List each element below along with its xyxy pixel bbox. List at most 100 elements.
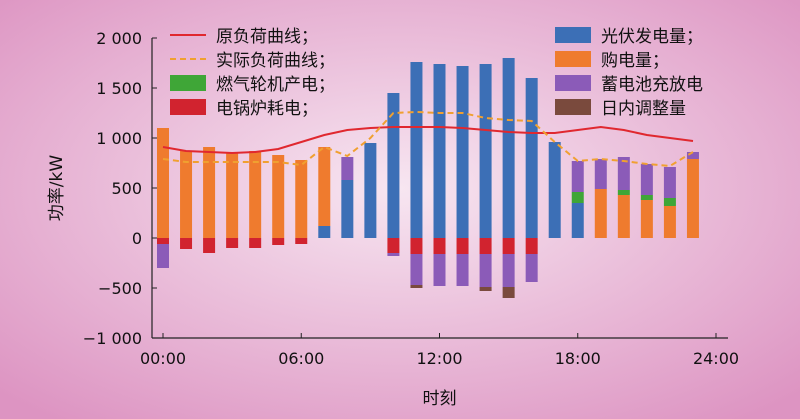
bar-pv-h16 (525, 78, 538, 238)
bar-purchase-h3 (226, 152, 239, 238)
bar-electric_boiler-h10 (387, 238, 400, 253)
bar-electric_boiler-h1 (180, 238, 193, 249)
bar-storage-h11 (410, 254, 423, 285)
bar-gas_turbine-h22 (663, 198, 676, 206)
bar-purchase-h5 (272, 155, 285, 238)
bar-storage-h23 (686, 152, 699, 159)
bar-storage-h15 (502, 254, 515, 287)
y-tick-label: 1 000 (96, 129, 142, 148)
bar-storage-h21 (640, 164, 653, 195)
y-tick-label: 2 000 (96, 29, 142, 48)
bar-electric_boiler-h15 (502, 238, 515, 254)
bar-purchase-h6 (295, 160, 308, 238)
bar-pv-h8 (341, 180, 354, 238)
legend-item: 电锅炉耗电； (170, 99, 318, 119)
bar-purchase-h23 (686, 159, 699, 238)
bar-storage-h22 (663, 167, 676, 198)
bar-purchase-h21 (640, 200, 653, 238)
bar-pv-h15 (502, 58, 515, 238)
legend-item: 光伏发电量； (555, 27, 703, 47)
x-axis-title: 时刻 (423, 389, 457, 409)
legend-label: 原负荷曲线； (216, 27, 318, 47)
bar-pv-h10 (387, 93, 400, 238)
legend-item: 实际负荷曲线； (170, 51, 335, 71)
legend-item: 蓄电池充放电 (555, 75, 703, 95)
legend-label: 蓄电池充放电 (601, 75, 703, 95)
bar-electric_boiler-h0 (157, 238, 169, 244)
bar-pv-h14 (479, 64, 492, 238)
x-tick-label: 12:00 (416, 349, 462, 368)
bar-electric_boiler-h5 (272, 238, 285, 245)
bar-storage-h14 (479, 254, 492, 287)
legend-swatch-box (555, 51, 591, 67)
bar-purchase-h20 (617, 195, 630, 238)
y-tick-label: −1 000 (83, 329, 142, 348)
legend-swatch-box (555, 75, 591, 91)
legend-label: 购电量； (601, 51, 669, 71)
bar-purchase-h4 (249, 151, 262, 238)
x-tick-label: 24:00 (693, 349, 739, 368)
bar-storage-h0 (157, 244, 169, 268)
bar-storage-h18 (571, 161, 584, 192)
bar-pv-h9 (364, 143, 377, 238)
legend-item: 燃气轮机产电； (170, 75, 335, 95)
bar-purchase-h7 (318, 147, 331, 226)
bar-electric_boiler-h14 (479, 238, 492, 254)
bar-gas_turbine-h18 (571, 192, 584, 203)
legend-item: 日内调整量 (555, 99, 686, 119)
y-tick-label: 0 (132, 229, 142, 248)
bar-gas_turbine-h20 (617, 190, 630, 195)
bar-storage-h10 (387, 253, 400, 256)
bar-purchase-h2 (203, 147, 216, 238)
legend-swatch-box (170, 99, 206, 115)
bar-storage-h13 (456, 254, 469, 286)
bar-electric_boiler-h2 (203, 238, 216, 253)
bar-purchase-h1 (180, 151, 193, 238)
bar-pv-h18 (571, 203, 584, 238)
bar-intraday-h14 (479, 287, 492, 291)
bar-purchase-h0 (157, 128, 169, 238)
bar-intraday-h15 (502, 287, 515, 298)
bar-electric_boiler-h13 (456, 238, 469, 254)
bar-electric_boiler-h4 (249, 238, 262, 248)
x-tick-label: 18:00 (555, 349, 601, 368)
bar-storage-h8 (341, 157, 354, 180)
bar-pv-h11 (410, 62, 423, 238)
bar-pv-h17 (548, 142, 561, 238)
bar-purchase-h19 (594, 189, 607, 238)
bar-electric_boiler-h11 (410, 238, 423, 254)
bar-electric_boiler-h6 (295, 238, 308, 244)
plot-area (157, 58, 699, 298)
bar-electric_boiler-h3 (226, 238, 239, 248)
bar-storage-h16 (525, 254, 538, 282)
legend-label: 电锅炉耗电； (216, 99, 318, 119)
bar-pv-h13 (456, 66, 469, 238)
legend-label: 燃气轮机产电； (216, 75, 335, 95)
legend-swatch-box (170, 75, 206, 91)
bar-purchase-h22 (663, 206, 676, 238)
bar-intraday-h11 (410, 285, 423, 288)
x-tick-label: 00:00 (140, 349, 186, 368)
bar-electric_boiler-h16 (525, 238, 538, 254)
x-tick-label: 06:00 (278, 349, 324, 368)
bar-gas_turbine-h21 (640, 195, 653, 200)
y-tick-label: 500 (111, 179, 142, 198)
legend: 原负荷曲线； 实际负荷曲线； 燃气轮机产电； 电锅炉耗电； 光伏发电量； 购电量； 蓄电池充… (170, 27, 703, 119)
bar-electric_boiler-h12 (433, 238, 446, 254)
line-actual_load (162, 110, 694, 168)
bar-storage-h20 (617, 157, 630, 190)
y-tick-label: 1 500 (96, 79, 142, 98)
legend-item: 购电量； (555, 51, 669, 71)
bar-storage-h12 (433, 254, 446, 286)
legend-swatch-box (555, 99, 591, 115)
legend-label: 光伏发电量； (601, 27, 703, 47)
line-original_load (162, 125, 694, 155)
legend-label: 日内调整量 (601, 99, 686, 119)
legend-label: 实际负荷曲线； (216, 51, 335, 71)
legend-item: 原负荷曲线； (170, 27, 318, 47)
y-axis-title: 功率/kW (47, 155, 67, 222)
